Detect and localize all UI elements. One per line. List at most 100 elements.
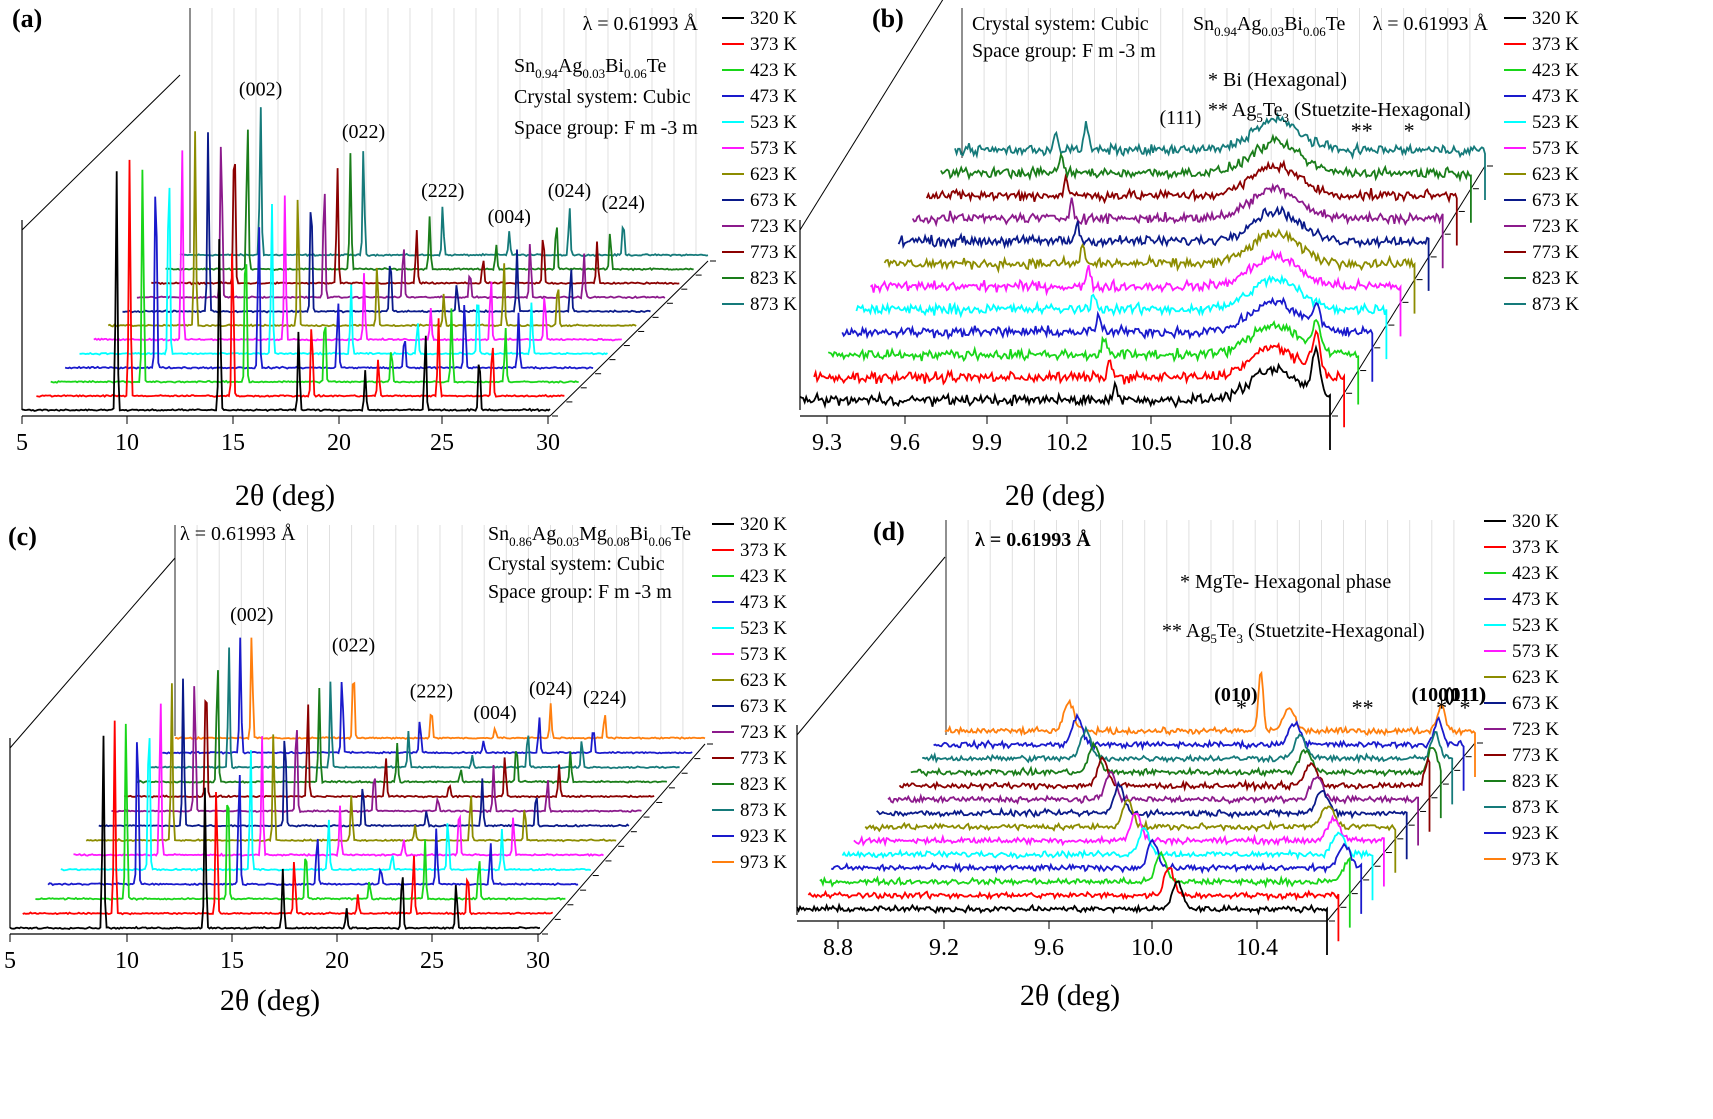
legend-label: 723 K (740, 722, 787, 743)
peak-label: (024) (529, 678, 572, 700)
info-line: Crystal system: Cubic (514, 86, 691, 108)
peak-annotation: (111) (1444, 684, 1485, 706)
panel-label: (d) (873, 517, 905, 546)
peak-label: (222) (410, 680, 453, 702)
peak-annotation: * (1436, 695, 1447, 720)
phase-note-part: * MgTe- Hexagonal phase (1180, 571, 1391, 593)
phase-note-part: Te (1263, 99, 1283, 121)
legend-label: 373 K (1532, 34, 1579, 55)
x-axis-title: 2θ (deg) (1005, 479, 1105, 512)
legend-label: 823 K (740, 774, 787, 795)
phase-note-part: 3 (1283, 110, 1290, 125)
panel-label: (c) (8, 522, 37, 551)
legend-label: 873 K (740, 800, 787, 821)
wavelength-label: λ = 0.61993 Å (583, 13, 699, 35)
legend-label: 473 K (750, 86, 797, 107)
legend-label: 773 K (750, 242, 797, 263)
series-trace (911, 182, 1444, 269)
series-trace (136, 670, 668, 785)
series-trace (165, 129, 694, 272)
peak-label: (224) (602, 192, 645, 214)
series-trace (855, 273, 1388, 360)
depth-axis (1329, 165, 1486, 417)
legend-label: 923 K (1512, 823, 1559, 844)
series-trace (869, 249, 1402, 337)
compound-formula-part: Sn (514, 55, 535, 77)
series-trace (933, 712, 1465, 791)
series-trace (910, 740, 1442, 819)
phase-note-part: ** Ag (1162, 620, 1210, 642)
series-trace (876, 780, 1408, 860)
series-trace (179, 107, 709, 258)
compound-formula-part: 0.94 (535, 66, 558, 81)
compound-formula-part: Mg (579, 523, 607, 545)
series-trace (813, 329, 1345, 428)
compound-formula-part: 0.86 (509, 534, 532, 549)
series-trace (122, 132, 651, 314)
x-tick-label: 10 (115, 430, 139, 456)
series-trace (22, 720, 554, 916)
x-tick-label: 9.2 (929, 935, 959, 961)
series-trace (922, 725, 1454, 805)
phase-note: ** Ag5Te3 (Stuetzite-Hexagonal) (1162, 620, 1425, 646)
legend-label: 773 K (1532, 242, 1579, 263)
legend-label: 473 K (1512, 589, 1559, 610)
series-trace (136, 146, 666, 300)
legend-label: 823 K (1512, 771, 1559, 792)
series-trace (151, 163, 680, 286)
panel-d: 8.8 9.2 9.6 10.0 10.4 2θ (deg) (d) λ = 0.61993 … (796, 511, 1559, 1012)
legend-label: 523 K (1512, 615, 1559, 636)
series-trace (73, 703, 604, 857)
series-trace (898, 755, 1431, 832)
series-trace (796, 880, 1328, 955)
peak-annotation: * (1404, 118, 1415, 143)
legend-label: 320 K (740, 514, 787, 535)
compound-formula-part: 0.03 (556, 534, 579, 549)
x-tick-label: 15 (221, 430, 245, 456)
x-tick-label: 9.9 (972, 430, 1002, 456)
x-tick-label: 25 (420, 948, 444, 974)
depth-axis-top (9, 557, 176, 749)
x-tick-label: 10 (115, 948, 139, 974)
legend-label: 623 K (1512, 667, 1559, 688)
legend-label: 423 K (1532, 60, 1579, 81)
series-trace (883, 228, 1416, 314)
legend-label: 873 K (1512, 797, 1559, 818)
panel-a: 5 10 15 20 25 30 2θ (deg) (a) λ = 0.61993 Å Sn0.9… (12, 4, 797, 512)
compound-formula-part: 0.03 (1261, 24, 1284, 39)
compound-formula-part: Sn (488, 523, 509, 545)
peak-label: (004) (488, 206, 531, 228)
compound-formula-part: Bi (630, 523, 649, 545)
legend-label: 673 K (750, 190, 797, 211)
legend-label: 320 K (1512, 511, 1559, 532)
x-tick-label: 10.0 (1131, 935, 1173, 961)
x-tick-label: 25 (430, 430, 454, 456)
series-trace (807, 866, 1340, 942)
wavelength-label: λ = 0.61993 Å (180, 523, 296, 545)
info-line: Space group: F m -3 m (488, 581, 672, 603)
legend-label: 723 K (750, 216, 797, 237)
series-trace (123, 698, 655, 799)
compound-formula-part: Ag (532, 523, 556, 545)
series-trace (47, 742, 579, 887)
legend-label: 423 K (750, 60, 797, 81)
series-trace (819, 850, 1351, 928)
legend-label: 373 K (740, 540, 787, 561)
legend-label: 623 K (750, 164, 797, 185)
peak-annotation: ** (1351, 118, 1373, 143)
series-trace (21, 171, 551, 413)
series-trace (841, 296, 1374, 382)
back-wall (961, 8, 1471, 160)
legend-label: 923 K (740, 826, 787, 847)
peak-annotation: ** (1352, 695, 1374, 720)
compound-formula: Sn0.86Ag0.03Mg0.08Bi0.06Te (488, 523, 691, 549)
peak-annotation: (100) (1411, 684, 1454, 706)
compound-formula-part: 0.06 (624, 66, 647, 81)
info-line: Space group: F m -3 m (514, 117, 698, 139)
legend-label: 473 K (740, 592, 787, 613)
depth-axis (539, 743, 706, 935)
peak-label: (002) (239, 79, 282, 101)
x-tick-label: 20 (325, 948, 349, 974)
legend-label: 573 K (740, 644, 787, 665)
